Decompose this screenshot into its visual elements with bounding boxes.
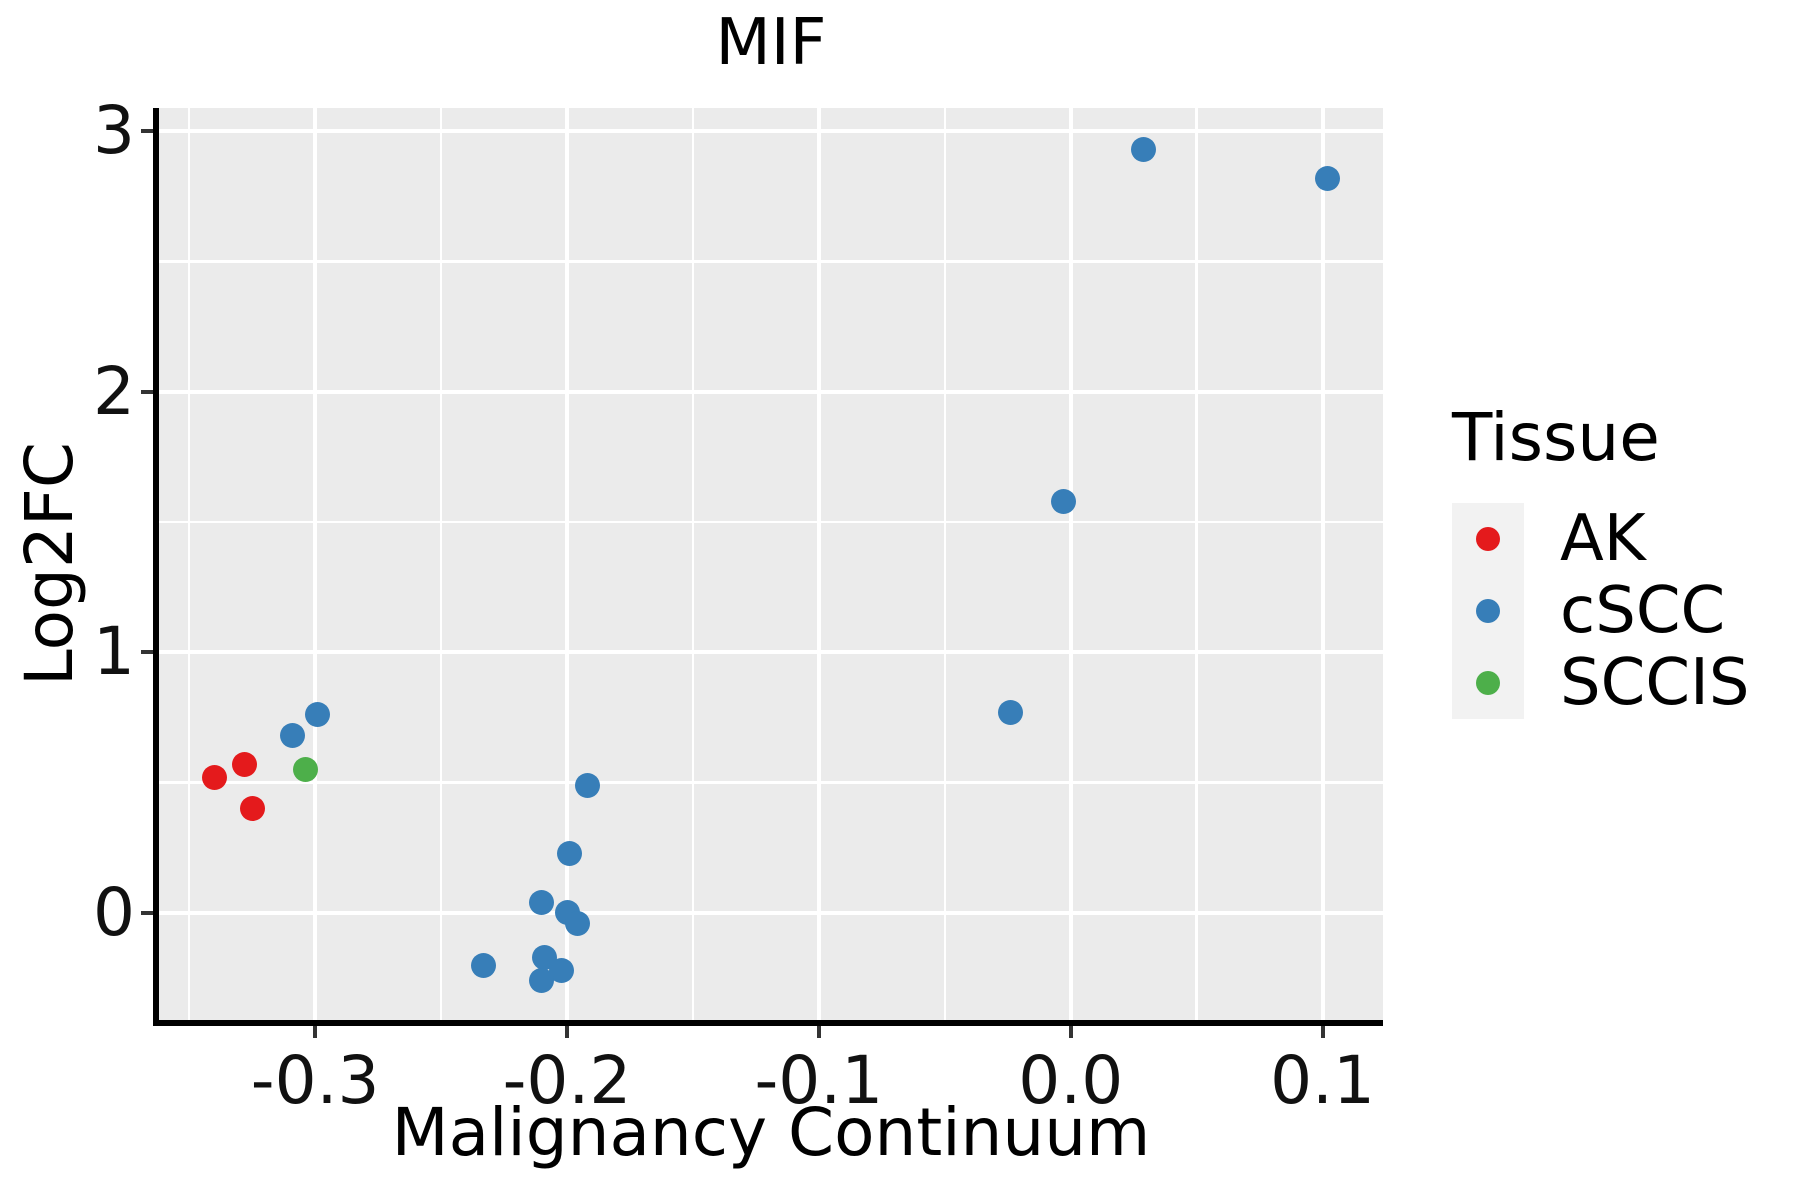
gridline-major-y — [159, 650, 1383, 655]
data-point-cSCC — [1050, 488, 1076, 514]
gridline-minor-x — [1195, 108, 1198, 1020]
x-tick-label: -0.3 — [250, 1042, 380, 1119]
y-tick-mark — [141, 910, 153, 915]
legend-key — [1452, 575, 1524, 647]
legend-key — [1452, 503, 1524, 575]
data-point-SCCIS — [292, 757, 318, 783]
legend-item-cSCC: cSCC — [1452, 575, 1750, 647]
y-tick-mark — [141, 129, 153, 134]
x-tick-label: 0.0 — [1018, 1042, 1124, 1119]
y-tick-label: 2 — [93, 352, 135, 430]
data-point-cSCC — [574, 772, 600, 798]
legend-item-AK: AK — [1452, 503, 1750, 575]
x-tick-mark — [565, 1026, 569, 1038]
gridline-major-x — [565, 108, 569, 1020]
legend-key — [1452, 647, 1524, 719]
x-tick-label: 0.1 — [1270, 1042, 1376, 1119]
legend-dot-SCCIS — [1476, 671, 1500, 695]
gridline-minor-y — [159, 781, 1383, 784]
gridline-minor-x — [943, 108, 947, 1020]
data-point-AK — [201, 764, 227, 790]
legend: Tissue AK cSCC SCCIS — [1452, 405, 1750, 719]
legend-item-SCCIS: SCCIS — [1452, 647, 1750, 719]
gridline-major-x — [816, 108, 821, 1020]
chart-title: MIF — [715, 6, 827, 80]
y-axis-title: Log2FC — [11, 442, 88, 686]
y-axis-line — [153, 108, 159, 1026]
gridline-minor-y — [159, 260, 1383, 263]
x-tick-mark — [1068, 1026, 1073, 1038]
gridline-minor-y — [159, 520, 1383, 524]
legend-title: Tissue — [1452, 399, 1660, 476]
data-point-cSCC — [279, 723, 305, 749]
legend-label: SCCIS — [1560, 646, 1750, 720]
y-tick-label: 3 — [93, 92, 135, 170]
x-tick-mark — [313, 1026, 318, 1038]
data-point-cSCC — [1131, 137, 1157, 163]
legend-rows: AK cSCC SCCIS — [1452, 503, 1750, 719]
data-point-cSCC — [997, 699, 1023, 725]
legend-dot-AK — [1476, 527, 1500, 551]
gridline-major-y — [159, 389, 1383, 394]
gridline-minor-x — [187, 108, 191, 1020]
plot-panel — [159, 108, 1383, 1020]
data-point-AK — [232, 751, 258, 777]
data-point-AK — [239, 796, 265, 822]
x-axis-title: Malignancy Continuum — [391, 1094, 1151, 1171]
data-point-cSCC — [471, 952, 497, 978]
data-point-cSCC — [305, 702, 331, 728]
data-point-cSCC — [564, 910, 590, 936]
gridline-major-y — [159, 910, 1383, 915]
y-tick-mark — [141, 389, 153, 394]
legend-label: cSCC — [1560, 574, 1726, 648]
x-tick-mark — [816, 1026, 821, 1038]
x-tick-mark — [1320, 1026, 1325, 1038]
data-point-cSCC — [529, 968, 555, 994]
legend-label: AK — [1560, 502, 1646, 576]
gridline-major-x — [313, 108, 318, 1020]
legend-dot-cSCC — [1476, 599, 1500, 623]
y-tick-label: 0 — [93, 873, 135, 951]
gridline-minor-x — [691, 108, 695, 1020]
data-point-cSCC — [1315, 165, 1341, 191]
x-tick-label: -0.2 — [502, 1042, 632, 1119]
x-axis-line — [153, 1020, 1383, 1026]
gridline-major-x — [1320, 108, 1325, 1020]
x-tick-label: -0.1 — [754, 1042, 884, 1119]
y-tick-mark — [141, 650, 153, 655]
gridline-major-x — [1068, 108, 1073, 1020]
gridline-minor-x — [439, 108, 443, 1020]
y-tick-label: 1 — [93, 613, 135, 691]
data-point-cSCC — [529, 890, 555, 916]
gridline-major-y — [159, 129, 1383, 134]
data-point-cSCC — [557, 840, 583, 866]
